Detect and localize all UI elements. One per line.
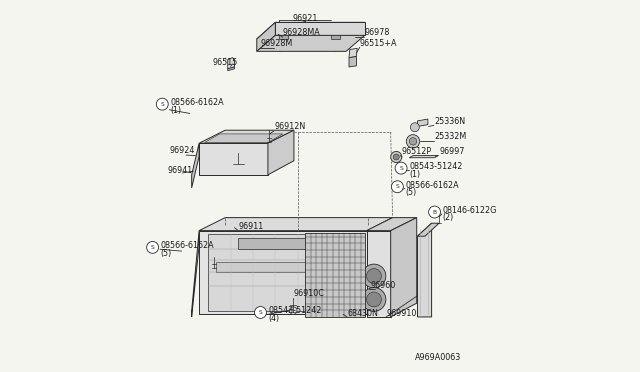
Text: 25336N: 25336N	[435, 118, 466, 126]
Polygon shape	[275, 22, 365, 35]
Text: 96512P: 96512P	[401, 147, 431, 156]
Polygon shape	[199, 130, 294, 143]
Polygon shape	[257, 22, 365, 39]
Circle shape	[147, 241, 159, 253]
Polygon shape	[257, 35, 365, 51]
Circle shape	[429, 206, 440, 218]
Text: 25332M: 25332M	[435, 132, 467, 141]
Polygon shape	[417, 223, 439, 236]
Text: 96910C: 96910C	[294, 289, 325, 298]
Text: 96960: 96960	[370, 281, 396, 290]
Polygon shape	[268, 130, 294, 175]
Polygon shape	[410, 155, 438, 158]
Polygon shape	[228, 58, 234, 69]
Circle shape	[362, 288, 386, 311]
Text: 96515: 96515	[213, 58, 238, 67]
Text: 08543-51242: 08543-51242	[410, 162, 463, 171]
Polygon shape	[199, 231, 367, 314]
Polygon shape	[279, 35, 289, 39]
Polygon shape	[417, 223, 431, 317]
Circle shape	[410, 123, 419, 132]
Circle shape	[410, 138, 417, 145]
Text: 96911: 96911	[238, 222, 264, 231]
Circle shape	[367, 269, 381, 283]
Text: (1): (1)	[170, 106, 182, 115]
Text: S: S	[259, 310, 262, 315]
Text: 96997: 96997	[439, 147, 465, 156]
Text: 969910: 969910	[387, 309, 417, 318]
Polygon shape	[228, 67, 234, 71]
Text: 96515+A: 96515+A	[360, 39, 397, 48]
Text: 96924: 96924	[170, 146, 195, 155]
Text: (5): (5)	[161, 249, 172, 258]
Polygon shape	[205, 134, 283, 142]
Polygon shape	[209, 234, 357, 311]
Polygon shape	[367, 231, 390, 317]
Polygon shape	[390, 218, 417, 317]
Circle shape	[289, 307, 297, 314]
Text: 96978: 96978	[365, 28, 390, 37]
Text: (2): (2)	[443, 214, 454, 222]
Text: (1): (1)	[410, 170, 420, 179]
Text: (5): (5)	[406, 188, 417, 197]
Text: 96928MA: 96928MA	[283, 28, 321, 37]
Text: 08146-6122G: 08146-6122G	[443, 206, 497, 215]
Text: S: S	[399, 166, 403, 171]
Text: (4): (4)	[269, 314, 280, 323]
Text: S: S	[151, 245, 154, 250]
Text: 96928M: 96928M	[260, 39, 292, 48]
Text: S: S	[396, 184, 399, 189]
Text: 08566-6162A: 08566-6162A	[406, 181, 459, 190]
Polygon shape	[349, 57, 356, 67]
Polygon shape	[199, 218, 392, 231]
Text: 68430N: 68430N	[348, 309, 379, 318]
Text: 96912N: 96912N	[275, 122, 306, 131]
Text: A969A0063: A969A0063	[415, 353, 461, 362]
Circle shape	[406, 135, 420, 148]
Text: 08543-51242: 08543-51242	[269, 307, 322, 315]
Text: 96941: 96941	[168, 166, 193, 175]
Circle shape	[367, 292, 381, 307]
Text: 08566-6162A: 08566-6162A	[161, 241, 214, 250]
Circle shape	[255, 307, 266, 318]
Text: 96921: 96921	[292, 14, 318, 23]
Circle shape	[395, 162, 407, 174]
Polygon shape	[417, 119, 428, 126]
Polygon shape	[238, 238, 342, 249]
Circle shape	[362, 264, 386, 288]
Polygon shape	[305, 232, 365, 317]
Polygon shape	[191, 231, 199, 317]
Polygon shape	[199, 143, 268, 175]
Circle shape	[394, 154, 399, 160]
Polygon shape	[349, 48, 357, 58]
Polygon shape	[367, 218, 417, 231]
Circle shape	[156, 98, 168, 110]
Polygon shape	[257, 22, 275, 51]
Polygon shape	[331, 35, 340, 39]
Text: S: S	[161, 102, 164, 107]
Circle shape	[392, 181, 403, 193]
Text: 08566-6162A: 08566-6162A	[170, 98, 224, 107]
Polygon shape	[216, 262, 349, 272]
Text: B: B	[433, 209, 436, 215]
Polygon shape	[191, 143, 199, 188]
Polygon shape	[367, 218, 392, 317]
Circle shape	[390, 151, 402, 163]
